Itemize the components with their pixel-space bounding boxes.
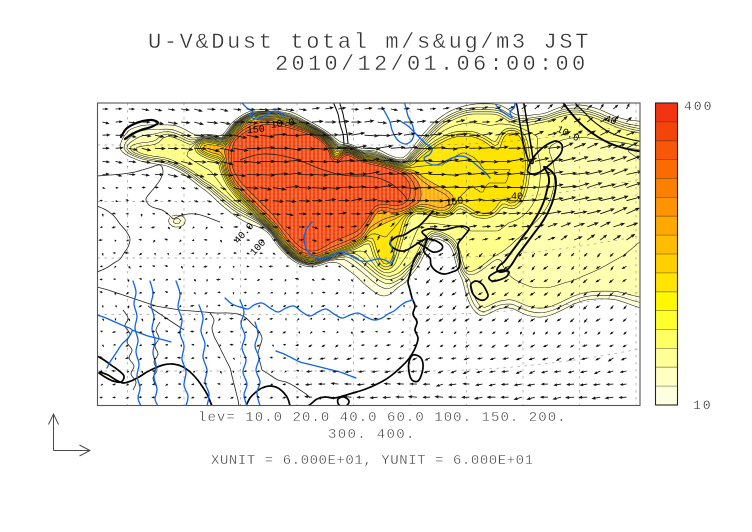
svg-text:10: 10 <box>693 398 713 413</box>
svg-text:150: 150 <box>247 125 266 137</box>
svg-text:150: 150 <box>445 196 465 210</box>
svg-text:40: 40 <box>603 114 618 128</box>
svg-text:400: 400 <box>684 99 713 114</box>
svg-text:10.0: 10.0 <box>270 118 295 132</box>
svg-text:40: 40 <box>511 192 523 203</box>
